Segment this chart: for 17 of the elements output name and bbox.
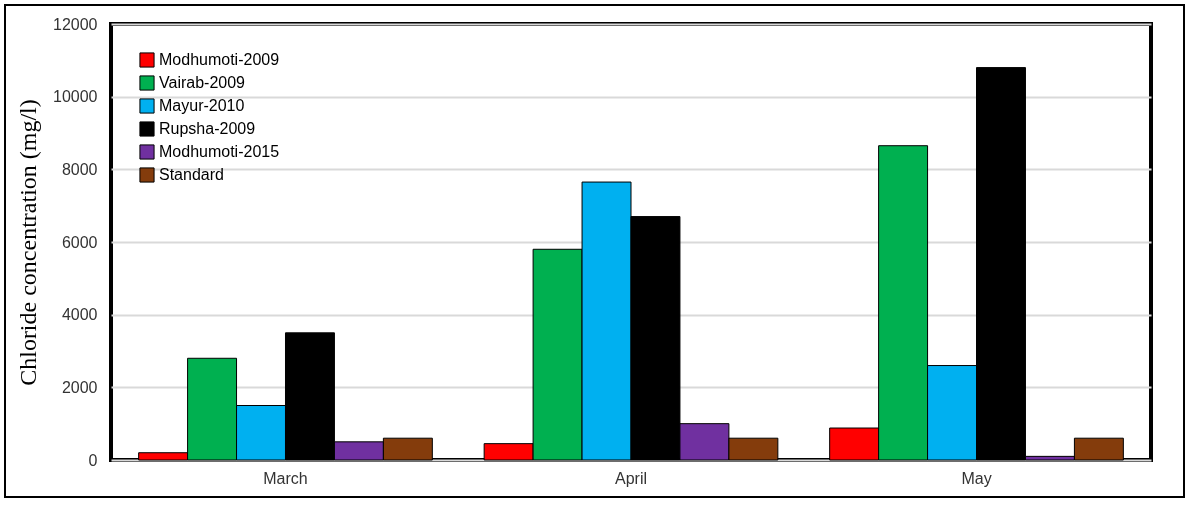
y-tick-label: 0 [88,451,98,469]
legend-label: Rupsha-2009 [159,120,256,137]
x-tick-label: May [961,469,992,487]
x-tick-label: April [614,469,648,487]
y-tick-label: 6000 [61,233,98,251]
legend-label: Modhumoti-2015 [159,143,280,160]
y-tick-label: 8000 [61,160,98,178]
y-tick-label: 10000 [53,88,98,106]
y-axis-title: Chloride concentration (mg/l) [15,99,42,386]
y-tick-label: 2000 [61,378,98,396]
y-tick-label: 12000 [53,15,98,33]
legend-label: Mayur-2010 [159,97,245,114]
legend-label: Standard [159,166,224,183]
legend-label: Modhumoti-2009 [159,51,280,68]
legend-label: Vairab-2009 [159,74,246,91]
y-tick-label: 4000 [61,306,98,324]
x-tick-label: March [263,469,308,487]
